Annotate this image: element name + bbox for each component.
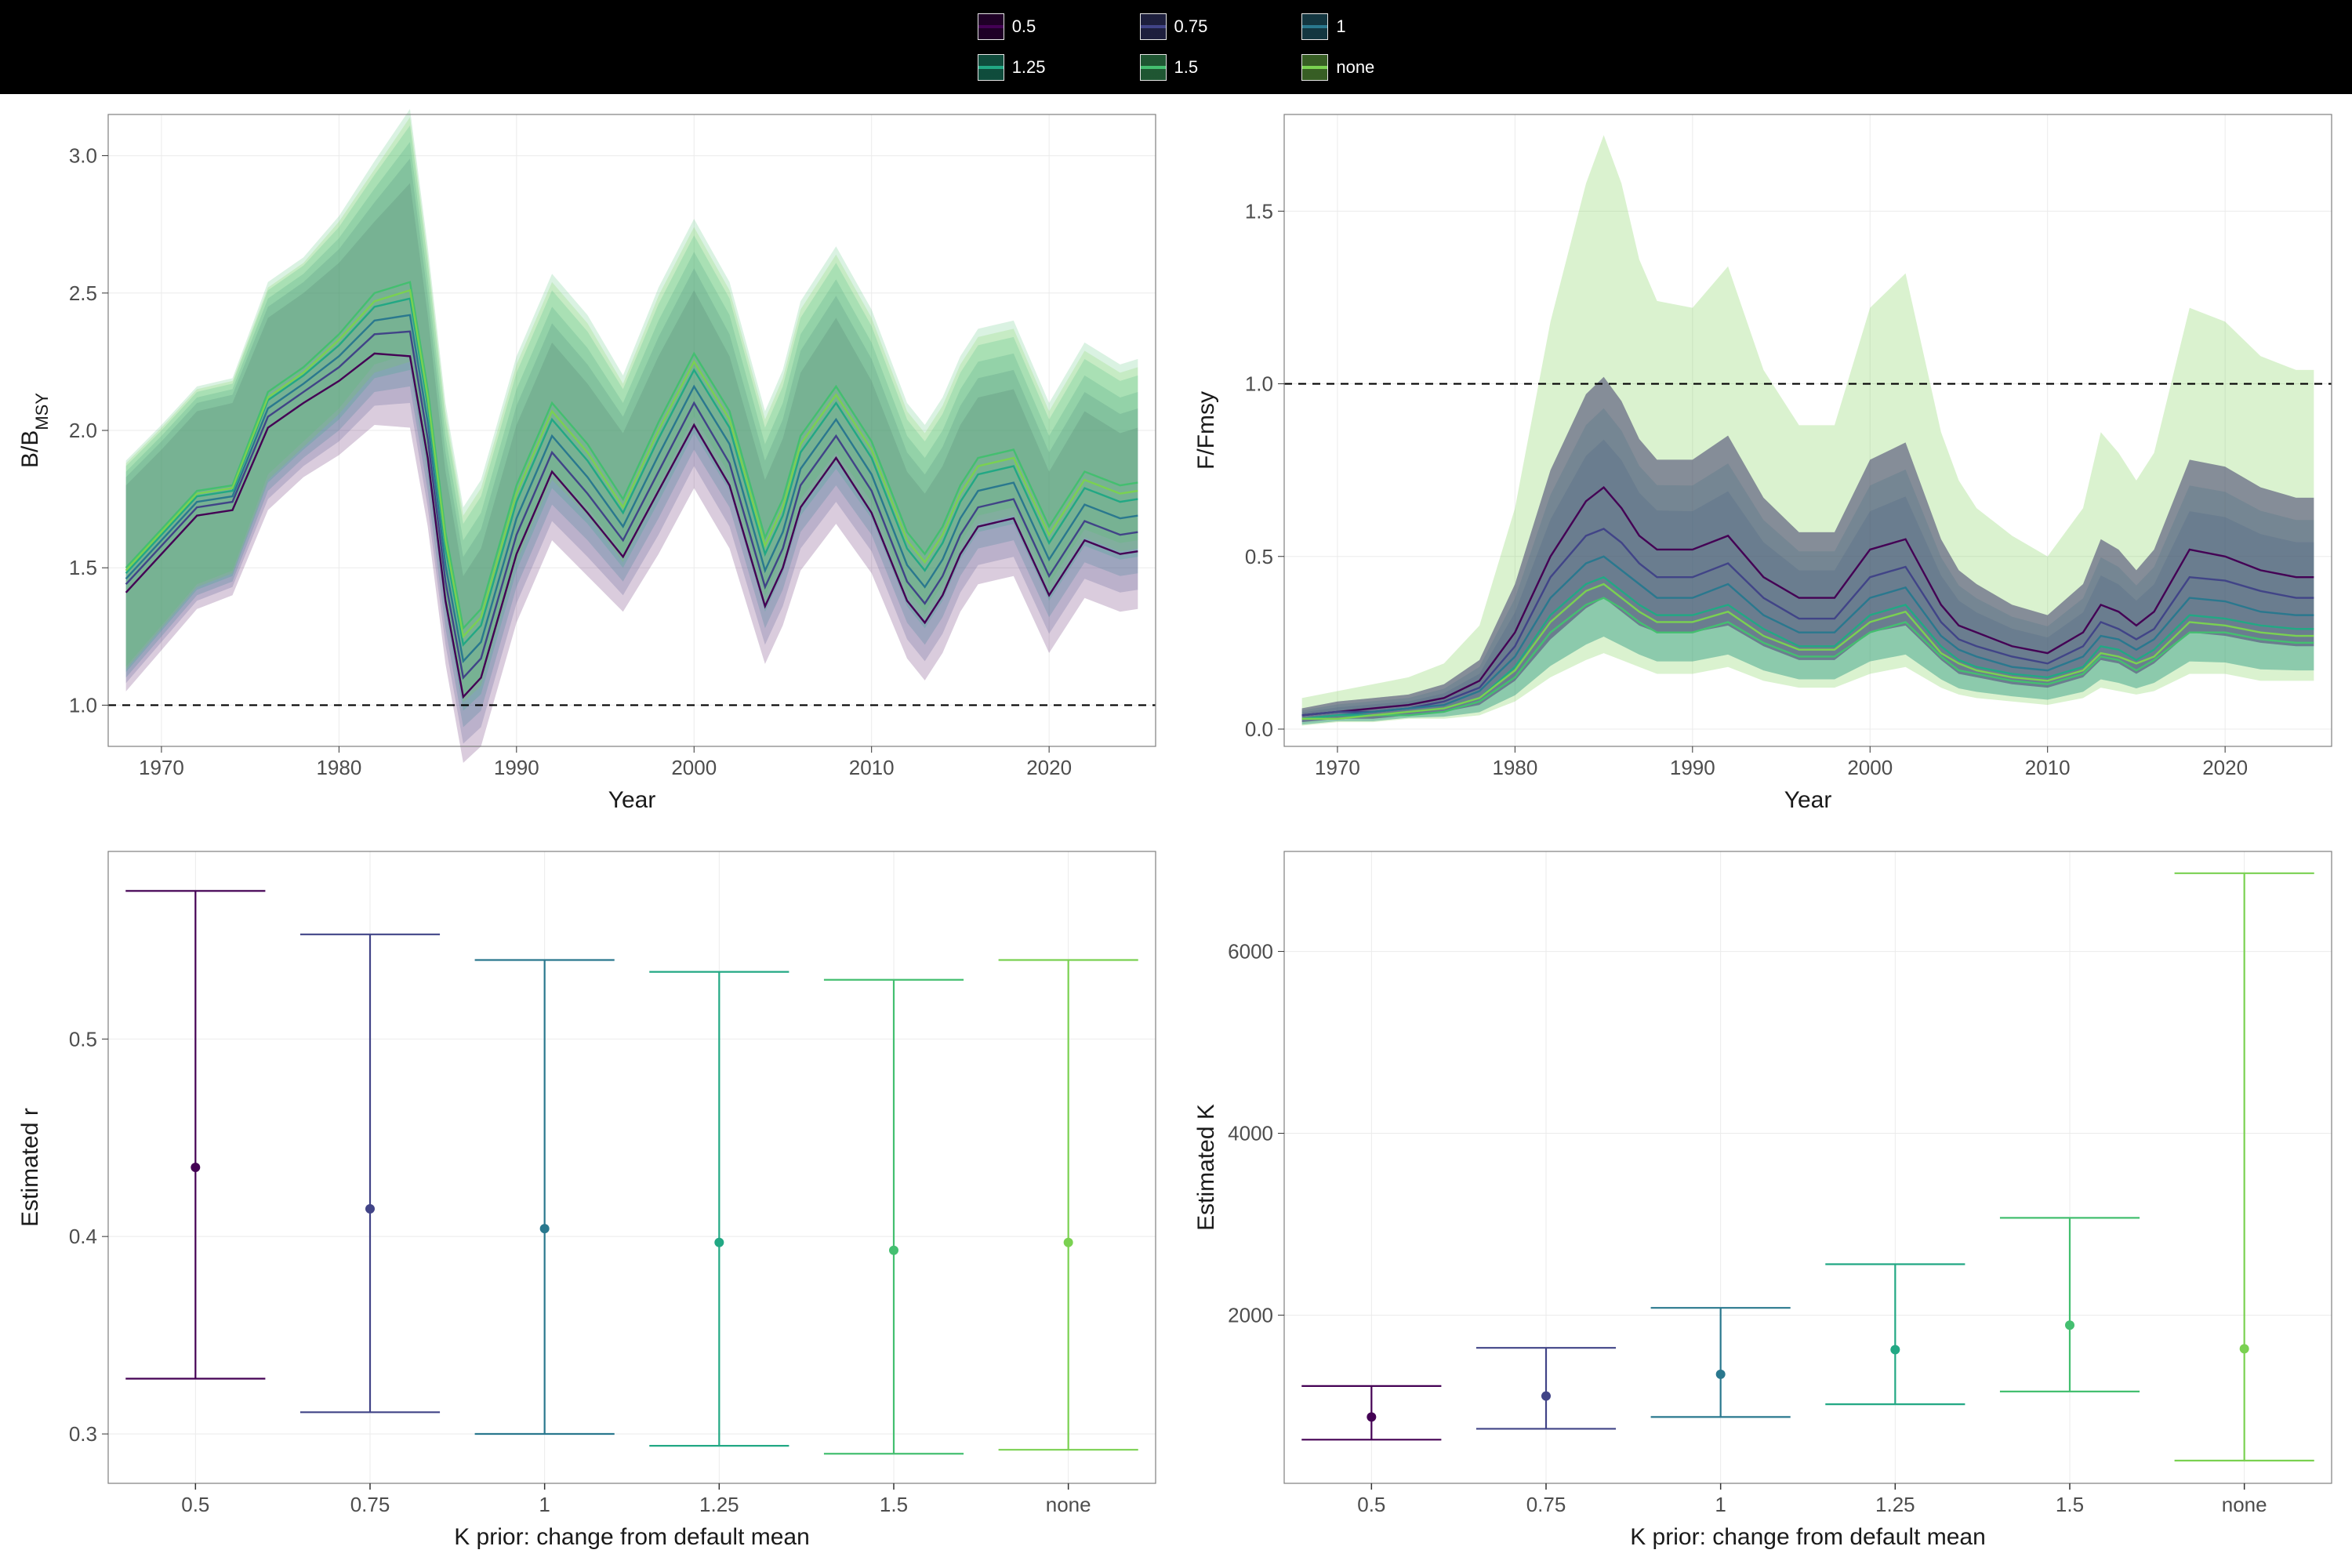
legend-swatch (1140, 54, 1167, 81)
svg-text:6000: 6000 (1228, 940, 1273, 964)
svg-text:1.0: 1.0 (69, 693, 97, 717)
svg-text:1.25: 1.25 (1875, 1493, 1915, 1516)
svg-text:2000: 2000 (1847, 756, 1893, 779)
svg-text:B/BMSY: B/BMSY (17, 393, 52, 468)
legend-bar: 0.5 0.75 1 1.25 1.5 none (0, 0, 2352, 94)
legend-swatch (1301, 54, 1328, 81)
legend-item-snone: none (1301, 54, 1374, 81)
svg-text:0.5: 0.5 (181, 1493, 209, 1516)
svg-text:1990: 1990 (1670, 756, 1715, 779)
legend-item-s125: 1.25 (978, 54, 1046, 81)
svg-text:1.5: 1.5 (880, 1493, 908, 1516)
svg-text:Estimated r: Estimated r (17, 1108, 43, 1227)
svg-text:Year: Year (608, 787, 656, 813)
legend-label: 1.5 (1174, 57, 1199, 78)
svg-text:2010: 2010 (2025, 756, 2071, 779)
svg-text:1.5: 1.5 (2056, 1493, 2084, 1516)
svg-text:1.0: 1.0 (1245, 372, 1273, 396)
svg-text:0.0: 0.0 (1245, 717, 1273, 741)
svg-text:1980: 1980 (1492, 756, 1537, 779)
legend-label: 0.5 (1012, 16, 1036, 37)
svg-text:1: 1 (1715, 1493, 1726, 1516)
panel-grid: 1970 1980 1990 2000 2010 2020 1.0 1.5 2.0 2.5 3.0 Y… (0, 94, 2352, 1568)
legend-swatch (1301, 13, 1328, 40)
svg-text:1.25: 1.25 (699, 1493, 739, 1516)
svg-text:0.5: 0.5 (69, 1027, 97, 1051)
svg-text:2000: 2000 (1228, 1303, 1273, 1327)
legend-item-s15: 1.5 (1140, 54, 1208, 81)
svg-text:0.5: 0.5 (1245, 545, 1273, 568)
legend-item-s075: 0.75 (1140, 13, 1208, 40)
svg-text:none: none (2222, 1493, 2267, 1516)
svg-text:3.0: 3.0 (69, 144, 97, 168)
svg-text:1.5: 1.5 (1245, 199, 1273, 223)
panel-bbmsy: 1970 1980 1990 2000 2010 2020 1.0 1.5 2.0 2.5 3.0 Y… (6, 100, 1170, 825)
svg-text:0.3: 0.3 (69, 1422, 97, 1446)
svg-text:1990: 1990 (494, 756, 539, 779)
svg-text:0.5: 0.5 (1357, 1493, 1385, 1516)
legend-label: 0.75 (1174, 16, 1208, 37)
svg-text:1: 1 (539, 1493, 550, 1516)
legend-label: 1 (1336, 16, 1345, 37)
svg-text:Year: Year (1784, 787, 1832, 813)
legend-item-s1: 1 (1301, 13, 1374, 40)
svg-text:Estimated K: Estimated K (1193, 1104, 1219, 1231)
svg-text:K prior: change from default m: K prior: change from default mean (454, 1524, 810, 1550)
svg-text:2010: 2010 (849, 756, 895, 779)
svg-text:1970: 1970 (1315, 756, 1360, 779)
legend-label: none (1336, 57, 1374, 78)
svg-text:2000: 2000 (671, 756, 717, 779)
svg-text:2020: 2020 (1026, 756, 1072, 779)
svg-text:2.5: 2.5 (69, 281, 97, 305)
svg-text:1980: 1980 (316, 756, 361, 779)
svg-text:2020: 2020 (2202, 756, 2248, 779)
legend-item-s05: 0.5 (978, 13, 1046, 40)
svg-text:1970: 1970 (139, 756, 184, 779)
svg-text:K prior: change from default m: K prior: change from default mean (1630, 1524, 1986, 1550)
legend-swatch (978, 13, 1004, 40)
legend-grid: 0.5 0.75 1 1.25 1.5 none (978, 13, 1375, 81)
panel-ffmsy: 1970 1980 1990 2000 2010 2020 0.0 0.5 1.0 1.5 Year… (1182, 100, 2346, 825)
svg-text:0.75: 0.75 (350, 1493, 390, 1516)
svg-text:1.5: 1.5 (69, 556, 97, 579)
svg-text:0.4: 0.4 (69, 1225, 97, 1248)
panel-estimated-k: 0.5 0.75 1 1.25 1.5 none 2000 4000 6000 K prior: … (1182, 837, 2346, 1562)
legend-label: 1.25 (1012, 57, 1046, 78)
panel-estimated-r: 0.5 0.75 1 1.25 1.5 none 0.3 0.4 0.5 K prior: cha… (6, 837, 1170, 1562)
svg-text:F/Fmsy: F/Fmsy (1193, 391, 1219, 470)
svg-text:none: none (1046, 1493, 1091, 1516)
svg-text:2.0: 2.0 (69, 419, 97, 442)
legend-swatch (978, 54, 1004, 81)
svg-text:0.75: 0.75 (1526, 1493, 1566, 1516)
svg-text:4000: 4000 (1228, 1122, 1273, 1145)
legend-swatch (1140, 13, 1167, 40)
